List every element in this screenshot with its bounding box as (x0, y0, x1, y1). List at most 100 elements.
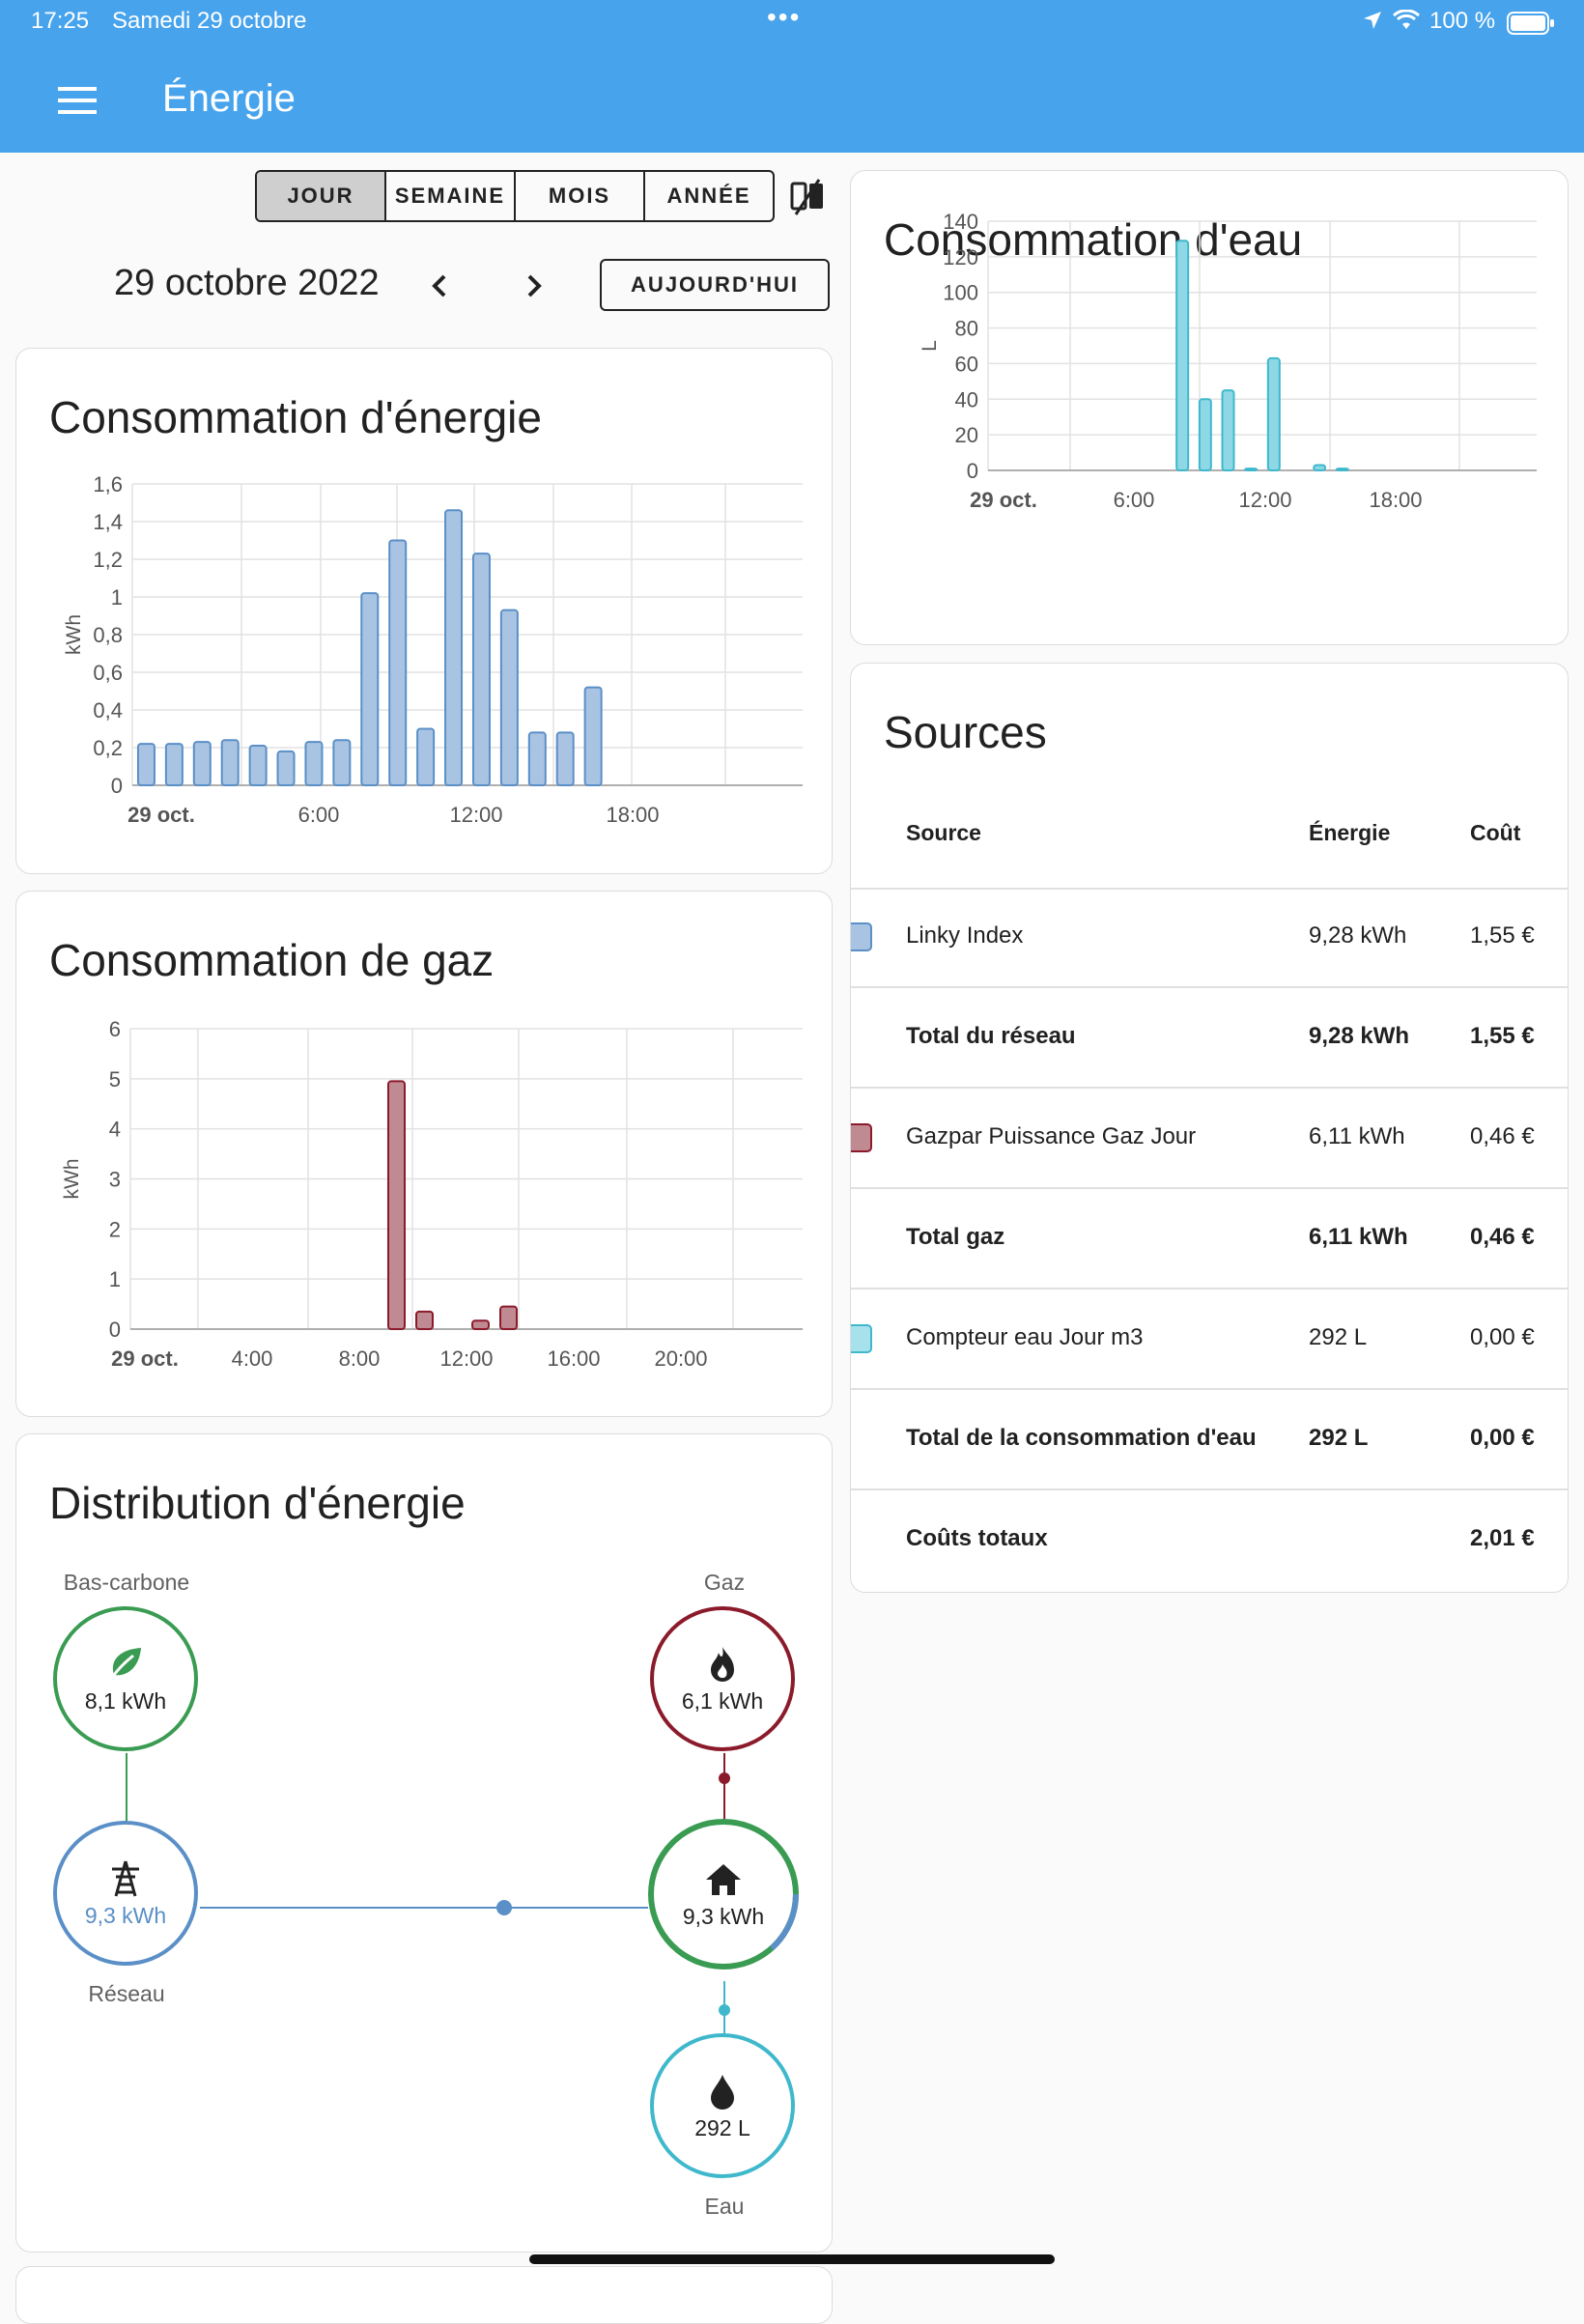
source-cost: 2,01 € (1470, 1525, 1535, 1551)
y-tick-label: 1,6 (93, 472, 123, 496)
x-tick-label: 12:00 (439, 1346, 493, 1371)
source-energy: 9,28 kWh (1309, 922, 1407, 949)
source-row[interactable]: Gazpar Puissance Gaz Jour 6,11 kWh 0,46 € (851, 1089, 1568, 1187)
source-color-swatch (851, 1324, 872, 1353)
page-title: Énergie (162, 77, 296, 120)
x-tick-label: 29 oct. (970, 488, 1037, 512)
x-tick-label: 6:00 (1114, 488, 1155, 512)
menu-icon[interactable] (58, 87, 97, 119)
y-tick-label: 100 (943, 281, 978, 305)
low-carbon-value: 8,1 kWh (84, 1687, 167, 1714)
bar (304, 741, 324, 786)
bar (415, 1310, 434, 1331)
source-color-swatch (851, 1123, 872, 1152)
x-tick-label: 12:00 (449, 803, 502, 827)
bar (416, 727, 436, 786)
divider (851, 1187, 1568, 1189)
y-tick-label: 0,4 (93, 698, 123, 723)
bar (471, 553, 491, 786)
gas-node[interactable]: 6,1 kWh (650, 1606, 795, 1751)
x-tick-label: 18:00 (606, 803, 659, 827)
tab-day[interactable]: JOUR (257, 172, 386, 220)
source-cost: 0,00 € (1470, 1324, 1535, 1350)
y-tick-label: 0 (109, 1318, 121, 1342)
x-tick-label: 18:00 (1369, 488, 1422, 512)
leaf-icon (106, 1644, 145, 1685)
x-tick-label: 16:00 (547, 1346, 600, 1371)
divider (851, 1288, 1568, 1290)
grid-value: 9,3 kWh (84, 1902, 167, 1928)
x-tick-label: 6:00 (298, 803, 340, 827)
water-label: Eau (704, 2194, 745, 2219)
water-node[interactable]: 292 L (650, 2033, 795, 2178)
x-tick-label: 8:00 (339, 1346, 381, 1371)
bar (555, 731, 575, 786)
grid-node[interactable]: 9,3 kWh (53, 1821, 198, 1966)
source-name: Linky Index (906, 922, 1024, 949)
y-tick-label: 0 (111, 774, 123, 798)
col-cost: Coût (1470, 820, 1521, 845)
sources-card-title: Sources (884, 707, 1047, 757)
low-carbon-node[interactable]: 8,1 kWh (53, 1606, 198, 1751)
home-icon (704, 1859, 743, 1900)
x-tick-label: 29 oct. (111, 1346, 179, 1371)
source-energy: 6,11 kWh (1309, 1123, 1405, 1149)
grid-flow-dot (496, 1900, 512, 1915)
col-source: Source (906, 820, 981, 845)
source-row[interactable]: Linky Index 9,28 kWh 1,55 € (851, 888, 1568, 986)
energy-consumption-card: Consommation d'énergie 0 0,2 0,4 0,6 0,8 1 1,2… (15, 348, 833, 874)
chevron-left-icon[interactable] (427, 270, 454, 306)
water-chart: 0 20 40 60 80 100 120 140 L 29 oct. 6:00 12:00 18:00 (919, 210, 1537, 512)
home-indicator[interactable] (529, 2254, 1055, 2264)
tab-month[interactable]: MOIS (516, 172, 645, 220)
gas-chart: 0 1 2 3 4 5 6 kWh 29 oct. 4:00 8:00 12:00 16:00 20:00 (61, 1017, 803, 1371)
source-energy: 6,11 kWh (1309, 1224, 1408, 1250)
low-carbon-label: Bas-carbone (63, 1570, 190, 1595)
app-header: 17:25 Samedi 29 octobre ••• 100 % Énergi… (0, 0, 1584, 153)
bar (1221, 389, 1235, 471)
y-tick-label: 3 (109, 1168, 121, 1192)
y-axis-label: kWh (63, 614, 85, 655)
source-cost: 0,00 € (1470, 1425, 1535, 1451)
bar (499, 1305, 518, 1330)
gas-flow-dot (719, 1772, 730, 1784)
bar (527, 731, 547, 786)
bar (388, 539, 408, 786)
x-tick-label: 12:00 (1238, 488, 1291, 512)
source-cost: 0,46 € (1470, 1123, 1535, 1149)
bar (248, 745, 268, 786)
bar (360, 592, 380, 786)
bar (444, 509, 464, 787)
source-row: Total du réseau 9,28 kWh 1,55 € (851, 988, 1568, 1087)
bar (1244, 468, 1259, 471)
bar (332, 739, 352, 787)
bar (499, 609, 519, 786)
y-tick-label: 0,8 (93, 623, 123, 647)
multitask-dots[interactable]: ••• (767, 2, 802, 32)
gas-value: 6,1 kWh (681, 1687, 764, 1714)
source-name: Total gaz (906, 1224, 1005, 1250)
bar (583, 686, 603, 787)
source-row: Coûts totaux 2,01 € (851, 1490, 1568, 1589)
fire-icon (707, 1644, 738, 1685)
y-tick-label: 5 (109, 1067, 121, 1091)
energy-card-title: Consommation d'énergie (49, 392, 542, 442)
divider (851, 1388, 1568, 1390)
y-tick-label: 40 (955, 387, 978, 411)
chevron-right-icon[interactable] (520, 270, 547, 306)
source-row[interactable]: Compteur eau Jour m3 292 L 0,00 € (851, 1290, 1568, 1388)
bar (1198, 398, 1212, 472)
source-energy: 292 L (1309, 1425, 1369, 1451)
tab-week[interactable]: SEMAINE (386, 172, 516, 220)
tab-year[interactable]: ANNÉE (666, 184, 751, 208)
compare-icon[interactable] (790, 178, 825, 221)
y-tick-label: 0 (967, 459, 978, 483)
energy-chart: 0 0,2 0,4 0,6 0,8 1 1,2 1,4 1,6 kWh 29 oct. 6:00 12:… (63, 472, 803, 827)
source-color-swatch (851, 922, 872, 951)
source-cost: 1,55 € (1470, 922, 1535, 949)
source-cost: 1,55 € (1470, 1023, 1535, 1049)
bar (1313, 464, 1327, 472)
x-tick-label: 29 oct. (127, 803, 195, 827)
y-tick-label: 120 (943, 245, 978, 269)
today-button[interactable]: AUJOURD'HUI (600, 259, 830, 311)
